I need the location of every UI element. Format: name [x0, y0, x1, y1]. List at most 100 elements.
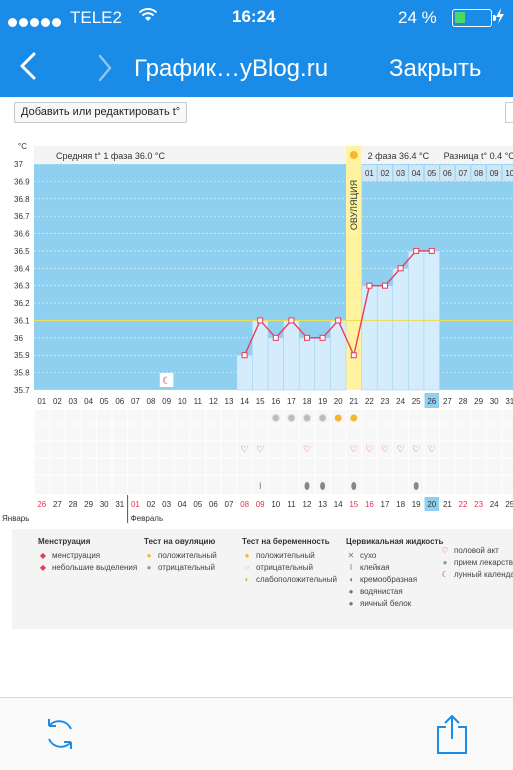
top-bar: TELE2 16:24 24 % График…yBlog.ru Закрыть	[0, 0, 513, 97]
legend-item: ◆ небольшие выделения	[38, 562, 137, 574]
cycle-day-label: 22	[365, 397, 374, 406]
temperature-point	[319, 334, 326, 341]
legend-item: ● водянистая	[346, 586, 443, 598]
y-tick-label: 36	[14, 334, 23, 343]
legend-item-label: кремообразная	[360, 575, 418, 584]
legend-item-label: менструация	[52, 551, 101, 560]
y-tick-label: 36.9	[14, 177, 30, 186]
ovulation-sun-icon	[349, 151, 358, 159]
y-tick-label: 36.2	[14, 299, 30, 308]
phase2-day-label: 05	[427, 169, 436, 178]
y-tick-label: 36.7	[14, 212, 30, 221]
legend-group: ♡ половой акт ● прием лекарств ☾ лунный кален…	[440, 545, 513, 581]
cycle-day-label: 16	[271, 397, 280, 406]
legend-item: ◐ слабоположительный	[242, 574, 337, 586]
legend-item: ○ отрицательный	[242, 562, 337, 574]
cycle-day-label: 29	[474, 397, 483, 406]
legend-group: Тест на беременность ● положительный ○ отриц…	[242, 537, 337, 586]
date-label: 14	[334, 500, 343, 509]
cycle-day-label: 12	[209, 397, 218, 406]
date-label: 12	[303, 500, 312, 509]
legend-item-label: слабоположительный	[256, 575, 337, 584]
cycle-day-label: 26	[427, 397, 436, 406]
phase2-day-label: 04	[412, 169, 421, 178]
month-label-january: Январь	[2, 514, 29, 523]
phase2-day-label: 01	[365, 169, 374, 178]
legend-item: ◆ менструация	[38, 550, 137, 562]
date-label: 05	[193, 500, 202, 509]
cycle-day-label: 18	[303, 397, 312, 406]
date-label: 23	[474, 500, 483, 509]
y-tick-label: 35.9	[14, 351, 30, 360]
test-weak-icon: ◐	[244, 575, 250, 584]
phase2-day-cell	[362, 165, 377, 181]
legend-item: ♡ половой акт	[440, 545, 513, 557]
cycle-day-label: 02	[53, 397, 62, 406]
heart-icon: ♡	[350, 444, 358, 454]
back-button[interactable]	[14, 46, 44, 86]
legend-item-label: положительный	[256, 551, 315, 560]
heart-icon: ♡	[365, 444, 373, 454]
temperature-difference: Разница t° 0.4 °C	[444, 151, 513, 161]
charging-icon	[495, 8, 505, 28]
forward-button[interactable]	[94, 50, 116, 86]
temperature-point	[272, 334, 279, 341]
phase2-day-label: 08	[474, 169, 483, 178]
phase2-day-cell	[424, 165, 440, 181]
legend-item-label: половой акт	[454, 546, 499, 555]
temperature-bar	[298, 337, 316, 391]
edit-temperature-button[interactable]: Добавить или редактировать t°	[14, 102, 188, 123]
date-label: 30	[100, 500, 109, 509]
phase1-header	[34, 146, 346, 164]
pill-icon: ●	[442, 558, 448, 567]
heart-icon: ♡	[428, 444, 436, 454]
share-button[interactable]	[434, 713, 470, 755]
phase2-day-cell	[377, 165, 393, 181]
temperature-bar	[236, 354, 253, 391]
date-label: 19	[412, 500, 421, 509]
cycle-day-label: 10	[178, 397, 187, 406]
cycle-day-label: 23	[381, 397, 390, 406]
web-content[interactable]: Добавить или редактировать t° Средняя t°…	[0, 97, 513, 697]
watery-drop-icon	[304, 482, 310, 490]
legend-group-title: Менструация	[38, 537, 91, 546]
ovulation-test-positive-icon	[350, 414, 358, 422]
legend-item: ◖ кремообразная	[346, 574, 443, 586]
temperature-bar	[392, 268, 409, 391]
date-label: 02	[147, 500, 156, 509]
phase2-day-label: 02	[381, 169, 390, 178]
temperature-point	[304, 334, 310, 341]
phase2-day-row: 01 02 03 04 05 06 07 08 09 10	[362, 165, 513, 181]
temperature-bar	[252, 320, 269, 391]
cycle-day-label: 27	[443, 397, 452, 406]
y-tick-label: 35.8	[14, 369, 30, 378]
close-button[interactable]: Закрыть	[389, 55, 482, 82]
phase2-day-label: 09	[490, 169, 499, 178]
battery-icon	[452, 9, 496, 27]
refresh-button[interactable]	[40, 714, 80, 754]
ovulation-test-negative-icon	[271, 414, 280, 422]
legend-item-label: водянистая	[360, 587, 403, 596]
legend-item-label: прием лекарств	[454, 558, 513, 567]
temperature-bar	[330, 320, 347, 391]
watery-drop-icon	[320, 482, 326, 490]
temperature-point	[257, 317, 264, 324]
phase2-day-cell	[408, 165, 424, 181]
cycle-day-label: 13	[225, 397, 234, 406]
clock: 16:24	[232, 7, 276, 26]
y-axis-unit: °C	[18, 142, 27, 151]
side-button[interactable]	[505, 102, 513, 123]
phase2-day-label: 07	[459, 169, 468, 178]
temperature-point	[428, 247, 435, 254]
sticky-icon: I	[259, 481, 262, 491]
temperature-bar	[283, 320, 300, 391]
ovulation-label: ОВУЛЯЦИЯ	[349, 180, 359, 230]
legend-item-label: отрицательный	[158, 563, 215, 572]
legend-item-label: небольшие выделения	[52, 563, 138, 572]
legend-item: ● положительный	[242, 550, 337, 562]
battery-percent: 24 %	[398, 8, 437, 27]
cycle-day-label: 04	[84, 397, 93, 406]
sun-negative-icon: ●	[146, 563, 152, 572]
ovulation-band	[346, 146, 362, 390]
